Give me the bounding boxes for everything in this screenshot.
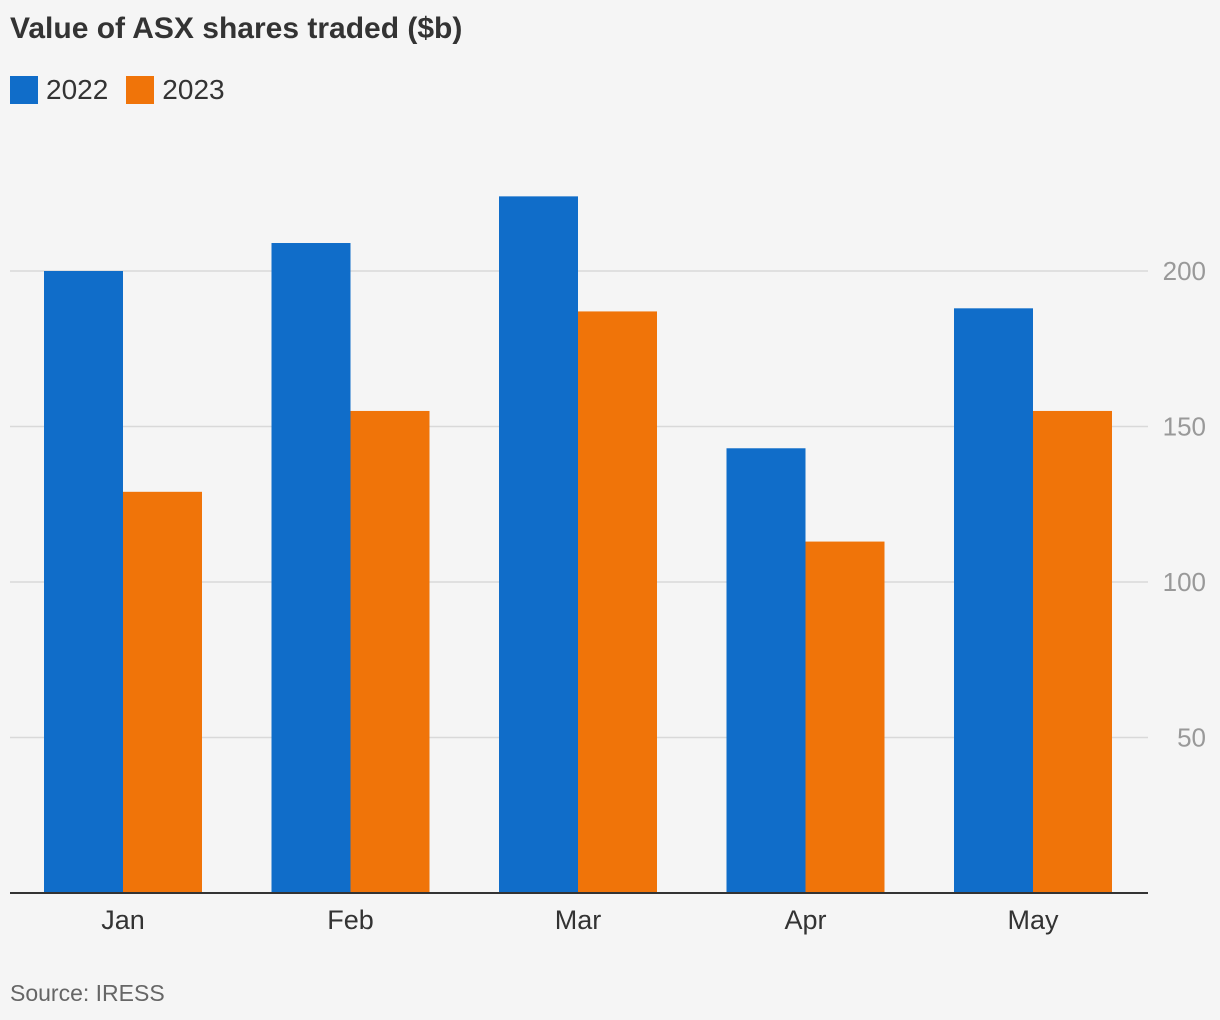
x-tick-label: Mar xyxy=(555,905,602,935)
bar-2023-apr xyxy=(805,541,885,893)
bar-2023-mar xyxy=(578,311,657,893)
y-tick-label: 50 xyxy=(1177,723,1206,753)
legend-item-2023: 2023 xyxy=(126,74,225,106)
bar-2023-may xyxy=(1033,410,1112,893)
bar-2022-apr xyxy=(726,448,806,893)
legend-item-2022: 2022 xyxy=(10,74,108,106)
chart-legend: 2022 2023 xyxy=(10,74,243,106)
x-tick-label: Apr xyxy=(784,905,826,935)
x-tick-label: Feb xyxy=(327,905,374,935)
legend-label-2023: 2023 xyxy=(162,74,225,105)
y-tick-label: 200 xyxy=(1163,256,1206,286)
bar-2022-mar xyxy=(499,196,578,894)
chart-title: Value of ASX shares traded ($b) xyxy=(10,12,463,45)
legend-swatch-2022 xyxy=(10,76,38,104)
bar-2023-jan xyxy=(123,491,202,893)
bar-chart: 50 100 150 200 Jan Feb Mar Apr May xyxy=(10,196,1206,935)
y-tick-label: 100 xyxy=(1163,567,1206,597)
bar-2022-feb xyxy=(271,243,351,893)
bar-2022-may xyxy=(954,308,1033,893)
x-tick-label: May xyxy=(1007,905,1059,935)
bar-2023-feb xyxy=(350,410,430,893)
source-note: Source: IRESS xyxy=(10,980,165,1006)
bar-2022-jan xyxy=(44,271,123,893)
legend-label-2022: 2022 xyxy=(46,74,109,105)
x-tick-label: Jan xyxy=(101,905,145,935)
legend-swatch-2023 xyxy=(126,76,155,104)
y-tick-label: 150 xyxy=(1163,412,1206,442)
